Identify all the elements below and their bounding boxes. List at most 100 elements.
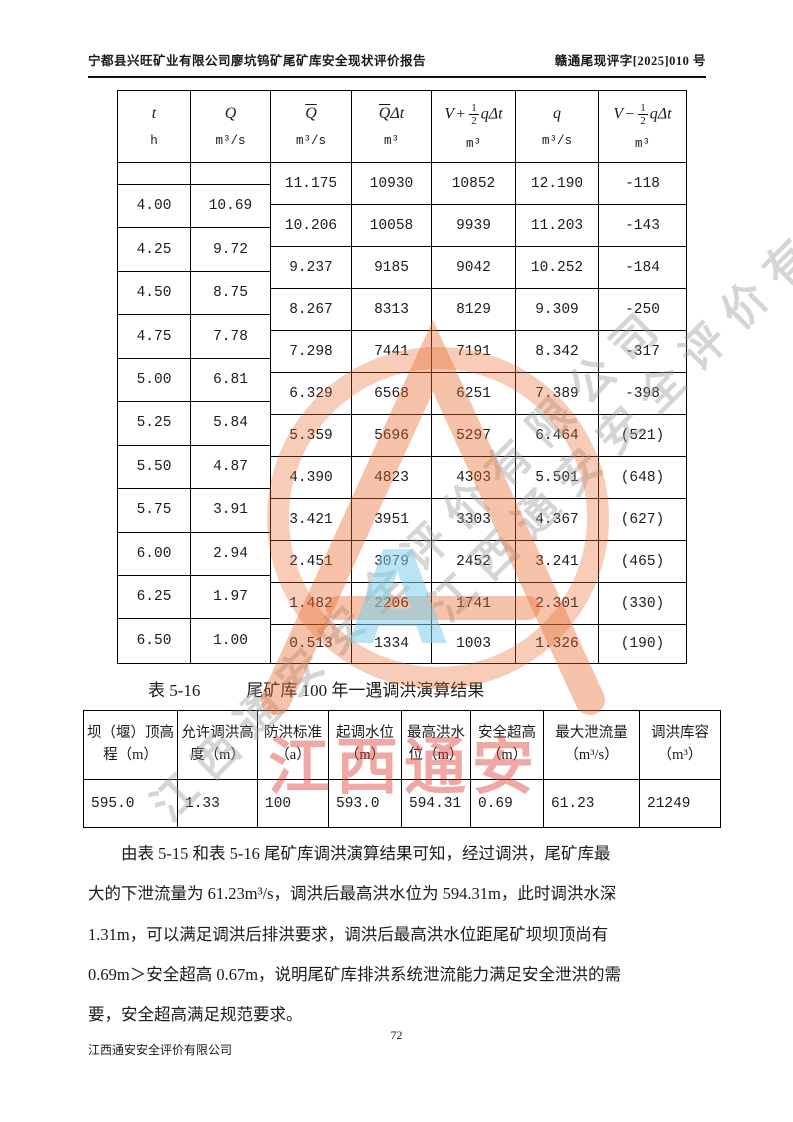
col-header-V-plus-half-qDt: V +1 2 qΔt m³: [432, 91, 516, 163]
table-cell: (465): [599, 541, 686, 583]
table-cell: 1.33: [178, 780, 258, 827]
table-cell: 5.25: [118, 402, 191, 446]
page-number: 72: [390, 1028, 403, 1042]
table-cell: 2452: [432, 541, 516, 583]
col-header-V-minus-half-qDt: V −1 2 qΔt m³: [599, 91, 686, 163]
column-header: 最大泄流量（m³/s）: [544, 711, 640, 780]
table-cell: 6.00: [118, 532, 191, 576]
column-header: 调洪库容（m³）: [640, 711, 720, 780]
table-cell: 5.00: [118, 358, 191, 403]
report-title: 宁都县兴旺矿业有限公司廖坑钨矿尾矿库安全现状评价报告: [88, 54, 427, 68]
table-cell: 594.31: [402, 780, 471, 827]
table-cell: 8313: [352, 289, 432, 331]
table-cell: 4.50: [118, 271, 191, 316]
table-cell: 10930: [352, 163, 432, 205]
column-header: 防洪标准（a）: [258, 711, 329, 780]
table-cell: 3079: [352, 541, 432, 583]
table-cell: (521): [599, 415, 686, 457]
routing-result-table: 坝（堰）顶高程（m） 允许调洪高度（m） 防洪标准（a） 起调水位（m） 最高洪水位（m…: [83, 710, 721, 828]
table-cell: 3.91: [191, 489, 271, 533]
paragraph-line: 1.31m，可以满足调洪后排洪要求，调洪后最高洪水位距尾矿坝坝顶尚有: [88, 924, 609, 944]
table-cell: 3.241: [516, 541, 599, 583]
table-cell: 8.267: [271, 289, 352, 331]
table-cell: 4.87: [191, 445, 271, 490]
table-cell: 9.72: [191, 228, 271, 272]
column-header: 安全超高（m）: [471, 711, 544, 780]
table-cell: 9939: [432, 205, 516, 247]
table-cell: 21249: [647, 795, 691, 812]
col-header-q: q m³/s: [516, 91, 599, 163]
table-cell: 1.482: [271, 583, 352, 625]
paragraph-line: 要，安全超高满足规范要求。: [88, 1005, 303, 1025]
caption-label: 表 5-16: [148, 681, 201, 700]
document-number: 赣通尾现评字[2025]010 号: [554, 54, 706, 68]
paragraph-line: 由表 5-15 和表 5-16 尾矿库调洪演算结果可知，经过调洪，尾矿库最: [121, 844, 611, 863]
table-cell: -317: [599, 331, 686, 373]
table-cell: [191, 163, 271, 185]
paragraph-line: 大的下泄流量为 61.23m³/s，调洪后最高洪水位为 594.31m，此时调洪…: [88, 884, 617, 904]
col-header-t: t h: [118, 91, 191, 163]
table-cell: 6.81: [191, 358, 271, 403]
table-cell: 9185: [352, 247, 432, 289]
table-cell: 0.69: [471, 780, 544, 827]
column-header: 最高洪水位（m）: [402, 711, 471, 780]
table-cell: 1334: [352, 625, 432, 663]
table-cell: 1.00: [191, 619, 271, 663]
table-cell: 1.326: [516, 625, 599, 663]
table-cell: 2.94: [191, 532, 271, 576]
table-cell: 6251: [432, 373, 516, 415]
table-cell: 595.0: [84, 780, 178, 827]
table-cell: -184: [599, 247, 686, 289]
table-cell: 10852: [432, 163, 516, 205]
table-cell: 4.367: [516, 499, 599, 541]
table-cell: 10.252: [516, 247, 599, 289]
table-cell: 4.25: [118, 228, 191, 272]
flood-routing-table: t h Q m³/s Q m³/s QΔt m³ V +1 2 qΔt m³ q m³…: [117, 90, 687, 664]
col-header-Q: Q m³/s: [191, 91, 271, 163]
column-header: 允许调洪高度（m）: [178, 711, 258, 780]
routing-result-table-row: 595.0 1.33 100 593.0 594.31 0.69 61.23 21249: [84, 780, 720, 827]
table-cell: 61.23: [544, 780, 640, 827]
table-cell: 4.390: [271, 457, 352, 499]
table-cell: 6.50: [118, 619, 191, 663]
table-cell: -143: [599, 205, 686, 247]
caption-text: 尾矿库 100 年一遇调洪演算结果: [246, 681, 485, 700]
table-cell: 1.97: [191, 575, 271, 620]
table-cell: 6568: [352, 373, 432, 415]
routing-result-table-header: 坝（堰）顶高程（m） 允许调洪高度（m） 防洪标准（a） 起调水位（m） 最高洪水位（m…: [84, 711, 720, 780]
table-cell: 6.25: [118, 575, 191, 620]
table-cell: (330): [599, 583, 686, 625]
table-cell: 5.75: [118, 489, 191, 533]
table-cell: 3303: [432, 499, 516, 541]
flood-routing-table-body: 4.00 10.69 4.25 9.72 4.50 8.75 4.75 7.78 5.00 6.8…: [118, 163, 686, 663]
table-cell: 1003: [432, 625, 516, 663]
table-cell: -118: [599, 163, 686, 205]
table-cell: 7.298: [271, 331, 352, 373]
table-cell: 0.513: [271, 625, 352, 663]
table-cell: [118, 163, 191, 185]
table-cell: 6.329: [271, 373, 352, 415]
table-cell: 10.206: [271, 205, 352, 247]
column-header: 起调水位（m）: [329, 711, 402, 780]
column-header: 坝（堰）顶高程（m）: [84, 711, 178, 780]
table-cell: 10058: [352, 205, 432, 247]
col-header-Qbar: Q m³/s: [271, 91, 352, 163]
table-cell: 10.69: [191, 185, 271, 229]
table-cell: 5.84: [191, 402, 271, 446]
col-header-QbarDt: QΔt m³: [352, 91, 432, 163]
table1-right-body: 11.175 10930 10852 12.190 -118 10.206 10058 993…: [271, 163, 686, 663]
table-cell: 3951: [352, 499, 432, 541]
table-cell: 7.389: [516, 373, 599, 415]
table-cell: 593.0: [329, 780, 402, 827]
table-cell: 5.50: [118, 445, 191, 490]
table-cell: 11.175: [271, 163, 352, 205]
table-cell: 6.464: [516, 415, 599, 457]
table-cell: 2.451: [271, 541, 352, 583]
conclusion-paragraph: 由表 5-15 和表 5-16 尾矿库调洪演算结果可知，经过调洪，尾矿库最大的下…: [88, 834, 708, 1035]
table-cell: -250: [599, 289, 686, 331]
footer-company: 江西通安安全评价有限公司: [88, 1043, 233, 1057]
table-cell: 100: [258, 780, 329, 827]
table-cell: 8129: [432, 289, 516, 331]
table-cell: 5.501: [516, 457, 599, 499]
table-cell: 2.301: [516, 583, 599, 625]
